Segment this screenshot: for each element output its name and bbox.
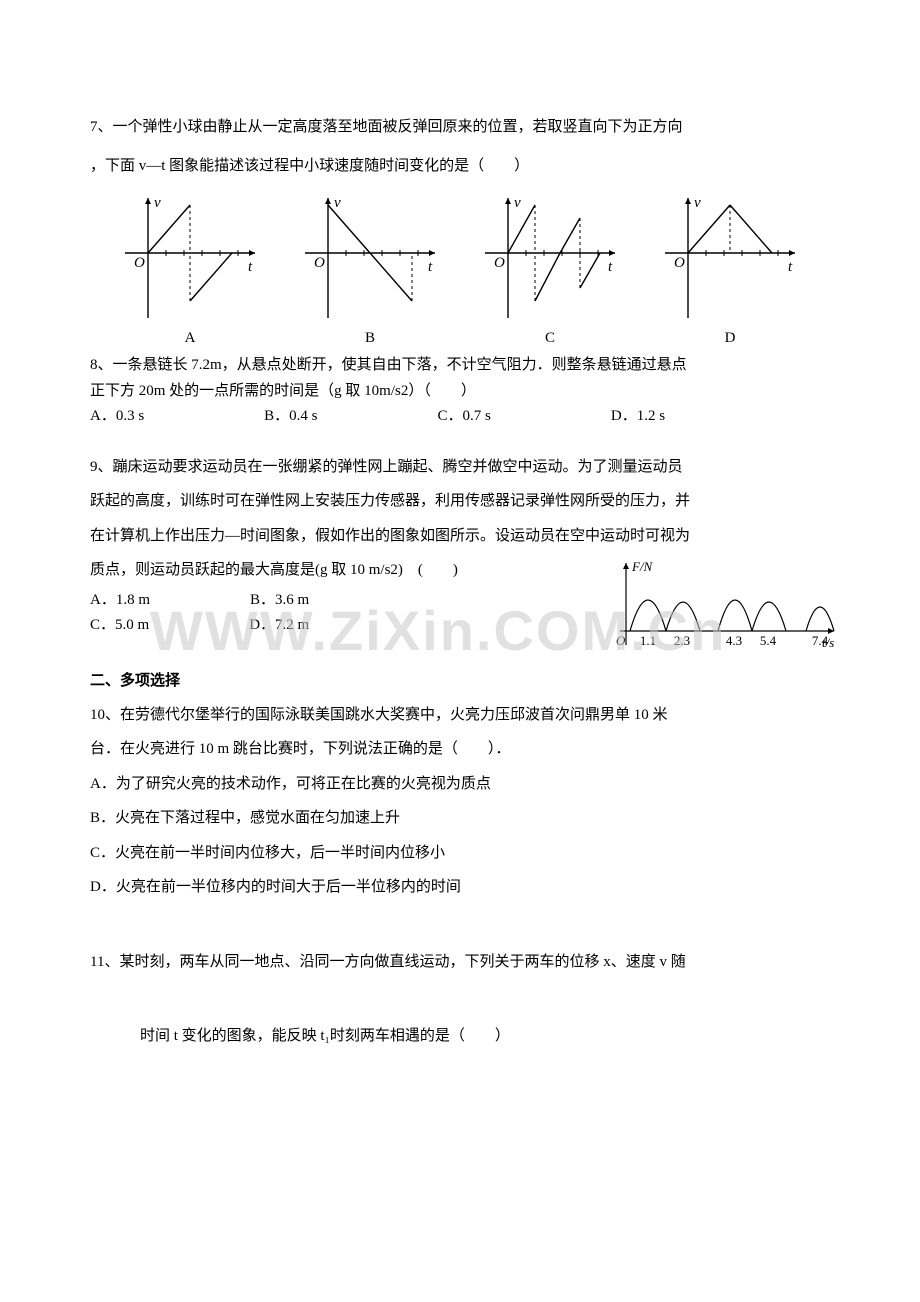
svg-text:1.1: 1.1: [640, 633, 656, 648]
q9-opt-C: C．5.0 m: [90, 613, 149, 639]
q9-line1: 9、蹦床运动要求运动员在一张绷紧的弹性网上蹦起、腾空并做空中运动。为了测量运动员: [90, 450, 830, 485]
q7-graph-B: v t O B: [300, 193, 440, 347]
q8-opt-A: A．0.3 s: [90, 404, 144, 430]
q11-line2: 时间 t 变化的图象，能反映 t₁时刻两车相遇的是（ ）: [90, 1019, 830, 1054]
svg-text:2.3: 2.3: [674, 633, 690, 648]
svg-text:O: O: [616, 633, 626, 648]
svg-text:t: t: [608, 259, 613, 275]
graph-label-B: B: [300, 330, 440, 347]
q7-graph-A: v t O A: [120, 193, 260, 347]
q9-opt-A: A．1.8 m: [90, 588, 150, 614]
q8-line2: 正下方 20m 处的一点所需的时间是（g 取 10m/s2）（ ）: [90, 379, 830, 405]
q8-opt-C: C．0.7 s: [438, 404, 491, 430]
svg-text:t: t: [788, 259, 793, 275]
q10-opt-D: D．火亮在前一半位移内的时间大于后一半位移内的时间: [90, 870, 830, 905]
q9-line2: 跃起的高度，训练时可在弹性网上安装压力传感器，利用传感器记录弹性网所受的压力，并: [90, 484, 830, 519]
svg-text:t: t: [248, 259, 253, 275]
svg-text:v: v: [514, 195, 521, 211]
q9-opt-D: D．7.2 m: [249, 613, 309, 639]
q10-opt-B: B．火亮在下落过程中，感觉水面在匀加速上升: [90, 801, 830, 836]
q9-line3: 在计算机上作出压力—时间图象，假如作出的图象如图所示。设运动员在空中运动时可视为: [90, 519, 830, 554]
svg-text:5.4: 5.4: [760, 633, 777, 648]
pressure-time-graph: F/Nt/sO1.12.34.35.47.4: [610, 559, 840, 649]
q7-line2: ，下面 v—t 图象能描述该过程中小球速度随时间变化的是（ ）: [90, 149, 830, 184]
q11-line1: 11、某时刻，两车从同一地点、沿同一方向做直线运动，下列关于两车的位移 x、速度…: [90, 945, 830, 980]
vt-graph-B: v t O: [300, 193, 440, 323]
svg-text:O: O: [134, 255, 145, 271]
graph-label-D: D: [660, 330, 800, 347]
q7-graphs: v t O A v t O B v t O C v t O D: [90, 193, 830, 347]
vt-graph-C: v t O: [480, 193, 620, 323]
vt-graph-D: v t O: [660, 193, 800, 323]
vt-graph-A: v t O: [120, 193, 260, 323]
section-2-title: 二、多项选择: [90, 669, 830, 690]
q8-line1: 8、一条悬链长 7.2m，从悬点处断开，使其自由下落，不计空气阻力．则整条悬链通…: [90, 353, 830, 379]
q10-opt-A: A．为了研究火亮的技术动作，可将正在比赛的火亮视为质点: [90, 767, 830, 802]
q10-line1: 10、在劳德代尔堡举行的国际泳联美国跳水大奖赛中，火亮力压邱波首次问鼎男单 10…: [90, 698, 830, 733]
graph-label-C: C: [480, 330, 620, 347]
svg-text:4.3: 4.3: [726, 633, 742, 648]
svg-text:7.4: 7.4: [812, 633, 829, 648]
q7-graph-C: v t O C: [480, 193, 620, 347]
svg-text:O: O: [314, 255, 325, 271]
svg-text:F/N: F/N: [631, 559, 654, 574]
svg-text:t: t: [428, 259, 433, 275]
q9-block: 9、蹦床运动要求运动员在一张绷紧的弹性网上蹦起、腾空并做空中运动。为了测量运动员…: [90, 450, 830, 639]
q10-line2: 台．在火亮进行 10 m 跳台比赛时，下列说法正确的是（ ）．: [90, 732, 830, 767]
svg-text:v: v: [154, 195, 161, 211]
q9-opt-B: B．3.6 m: [250, 588, 309, 614]
svg-text:v: v: [334, 195, 341, 211]
q8-opt-B: B．0.4 s: [264, 404, 317, 430]
svg-text:O: O: [494, 255, 505, 271]
q7-graph-D: v t O D: [660, 193, 800, 347]
graph-label-A: A: [120, 330, 260, 347]
svg-text:v: v: [694, 195, 701, 211]
q7-line1: 7、一个弹性小球由静止从一定高度落至地面被反弹回原来的位置，若取竖直向下为正方向: [90, 110, 830, 145]
svg-text:O: O: [674, 255, 685, 271]
q10-opt-C: C．火亮在前一半时间内位移大，后一半时间内位移小: [90, 836, 830, 871]
q8-opt-D: D．1.2 s: [611, 404, 665, 430]
q8-options: A．0.3 s B．0.4 s C．0.7 s D．1.2 s: [90, 404, 830, 430]
